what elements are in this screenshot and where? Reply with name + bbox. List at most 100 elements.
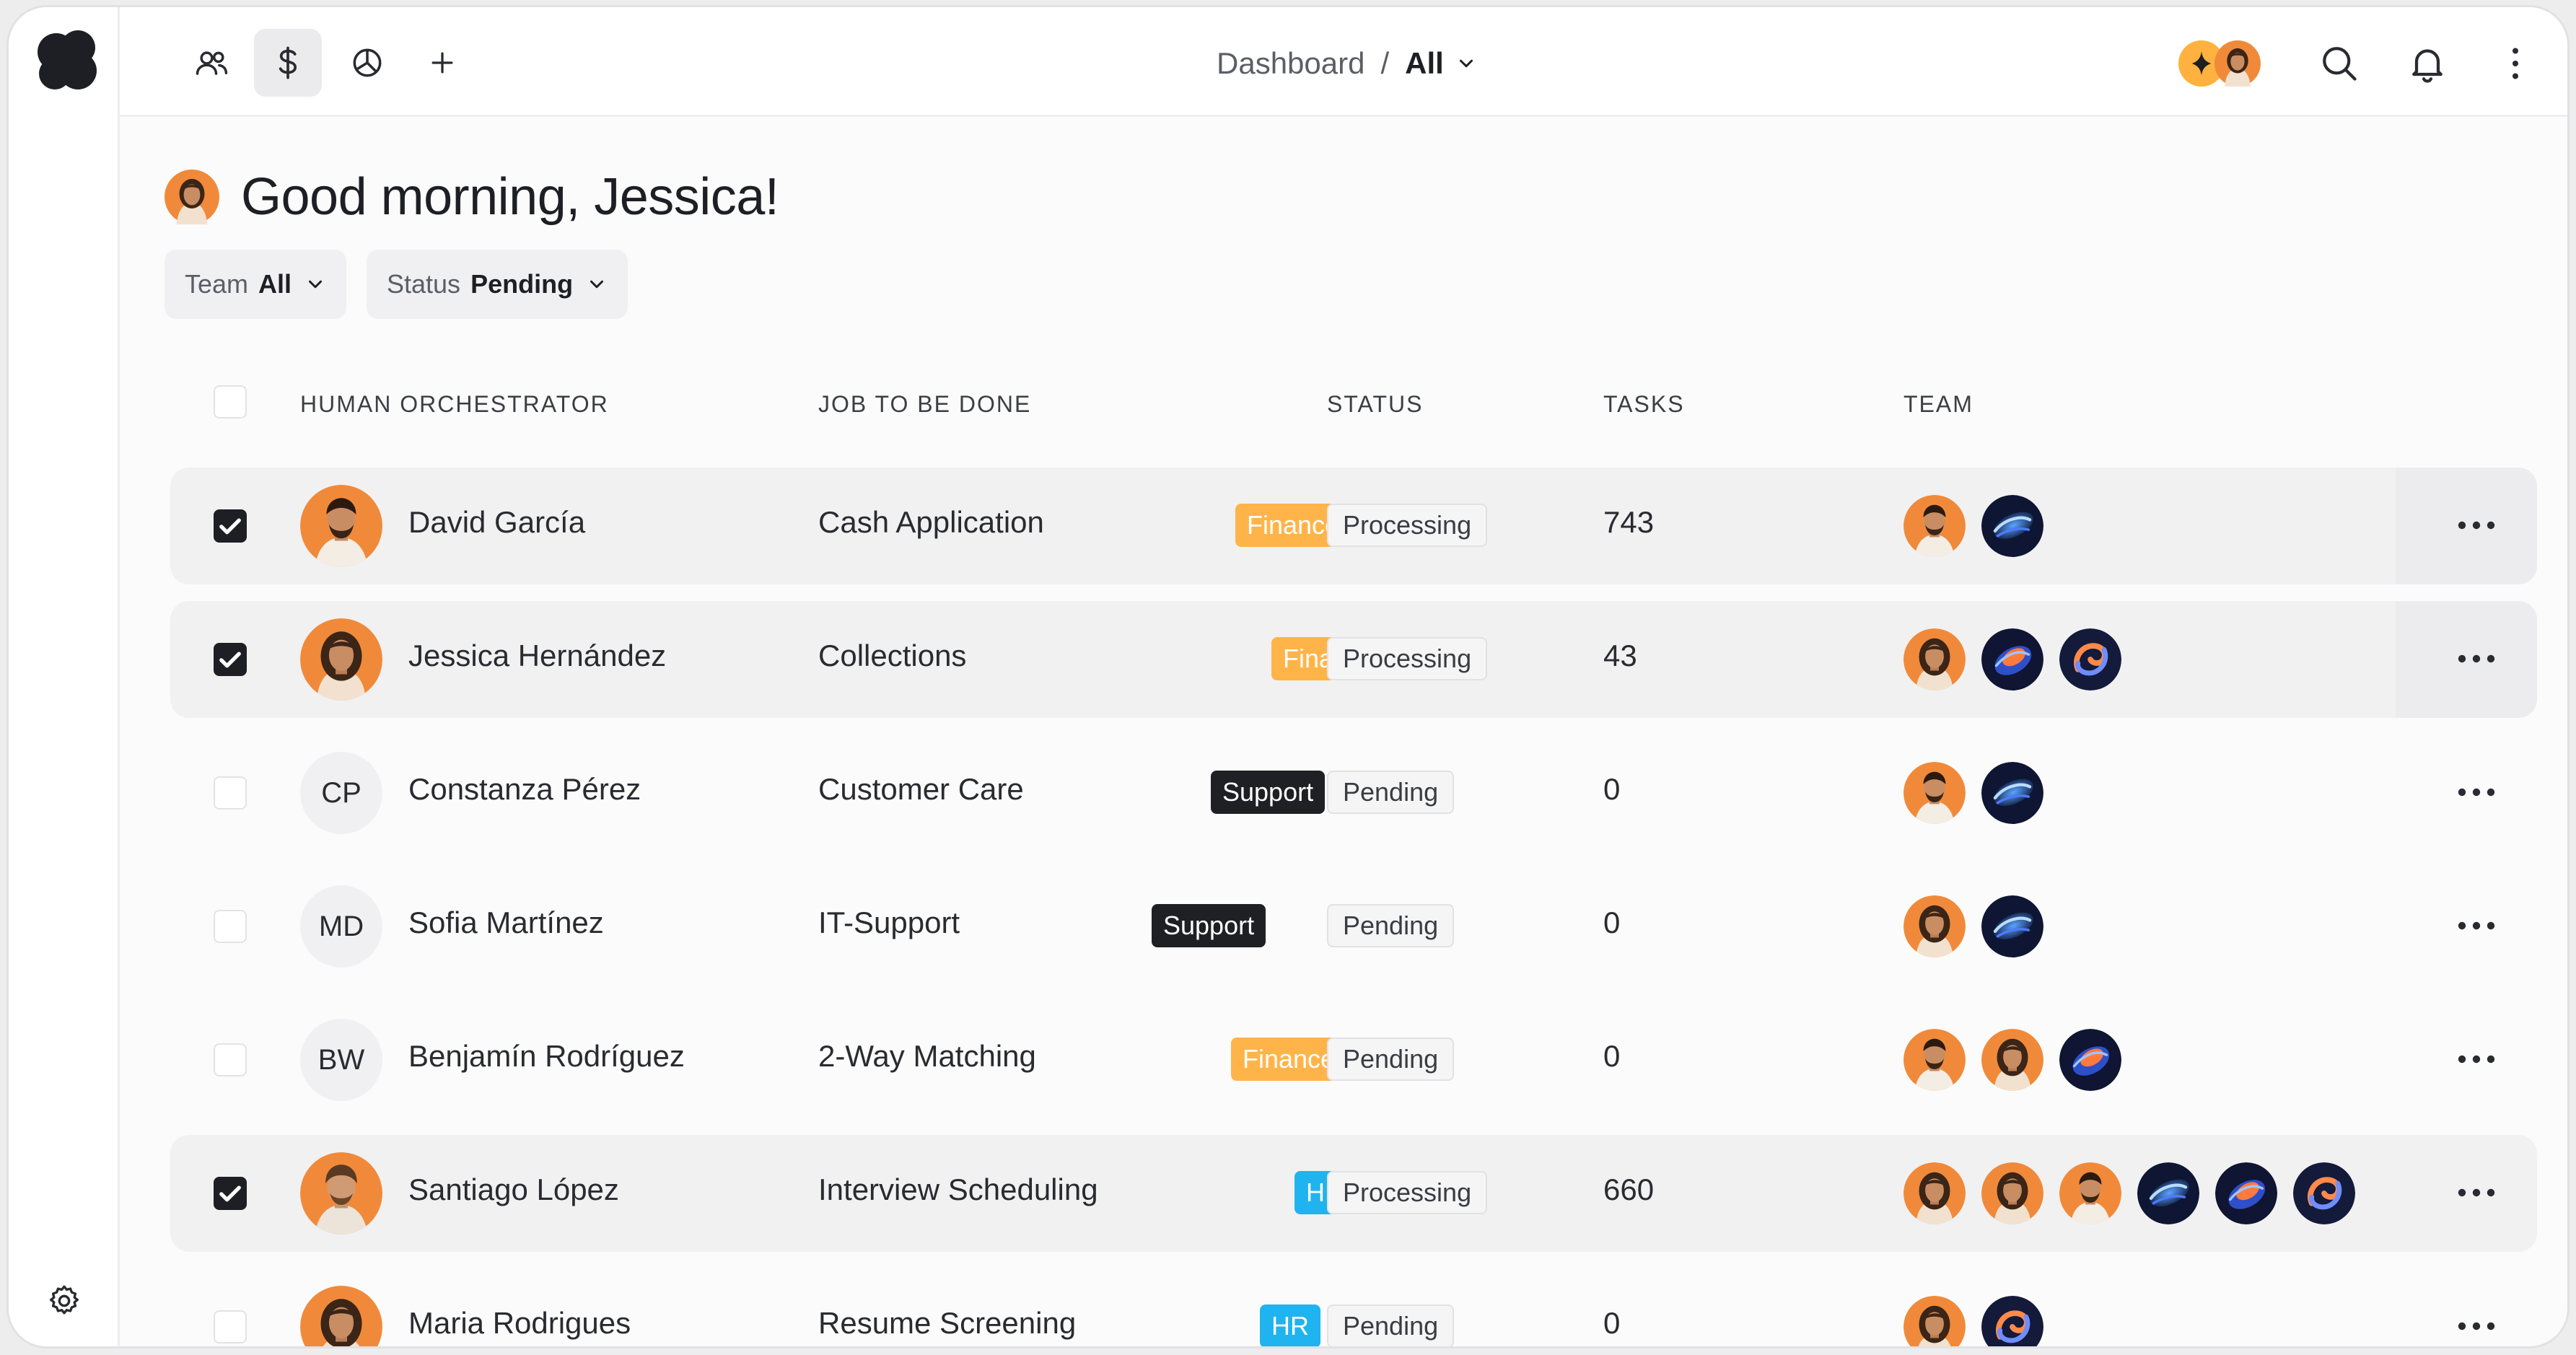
more-options-icon[interactable]: [2455, 1178, 2498, 1207]
pie-chart-icon: [353, 48, 382, 77]
nav-add-button[interactable]: [408, 29, 476, 97]
app-logo-icon[interactable]: [30, 23, 105, 98]
team-avatars: [1903, 895, 2043, 957]
more-options-icon[interactable]: [2455, 511, 2498, 540]
nav-analytics-button[interactable]: [333, 29, 401, 97]
plus-icon: [431, 52, 453, 74]
team-avatars: [1903, 628, 2121, 690]
more-options-icon[interactable]: [2455, 644, 2498, 673]
column-header-tasks[interactable]: TASKS: [1603, 391, 1685, 417]
status-badge: Processing: [1327, 504, 1488, 547]
more-options-icon[interactable]: [2455, 1312, 2498, 1341]
settings-gear-icon[interactable]: [46, 1283, 82, 1319]
chevron-down-icon[interactable]: [1455, 53, 1477, 74]
orchestrator-initials: MD: [300, 885, 382, 968]
team-member-avatar[interactable]: [1903, 1162, 1966, 1224]
orchestrator-name: Sofia Martínez: [408, 905, 604, 939]
orchestrator-avatar: [300, 1152, 382, 1235]
team-member-avatar[interactable]: [1981, 1162, 2043, 1224]
table-row-4[interactable]: MD Sofia Martínez IT-Support Support Pen…: [170, 868, 2537, 985]
task-count: 0: [1603, 1039, 1621, 1073]
team-member-avatar[interactable]: [1903, 495, 1966, 557]
ai-agent-avatar[interactable]: [1981, 895, 2043, 957]
more-options-icon[interactable]: [2455, 1045, 2498, 1074]
chevron-down-icon: [309, 280, 323, 289]
team-member-avatar[interactable]: [1903, 628, 1966, 690]
column-header-status[interactable]: STATUS: [1327, 391, 1424, 417]
task-count: 0: [1603, 1306, 1621, 1340]
team-avatars: [1903, 1029, 2121, 1091]
orchestrator-name: Benjamín Rodríguez: [408, 1039, 685, 1073]
table-row-5[interactable]: BW Benjamín Rodríguez 2-Way Matching Fin…: [170, 1001, 2537, 1118]
team-filter-dropdown[interactable]: Team All: [165, 250, 347, 319]
table-row-1[interactable]: David García Cash Application Finance Pr…: [170, 468, 2537, 584]
ai-agent-avatar[interactable]: [2293, 1162, 2355, 1224]
orchestrator-name: Constanza Pérez: [408, 772, 641, 806]
task-count: 43: [1603, 639, 1637, 672]
job-name: Interview Scheduling: [818, 1172, 1098, 1206]
ai-agent-avatar[interactable]: [1981, 628, 2043, 690]
row-checkbox[interactable]: [214, 643, 247, 676]
job-name: Cash Application: [818, 505, 1044, 539]
job-name: 2-Way Matching: [818, 1039, 1036, 1073]
user-avatar[interactable]: [2214, 40, 2261, 87]
breadcrumb-dashboard-link[interactable]: Dashboard: [1217, 46, 1365, 80]
table-row-2[interactable]: Jessica Hernández Collections Finance Pr…: [170, 601, 2537, 718]
nav-people-button[interactable]: [178, 29, 245, 97]
team-member-avatar[interactable]: [1903, 1296, 1966, 1346]
table-header: HUMAN ORCHESTRATOR JOB TO BE DONE STATUS…: [170, 374, 2524, 431]
app-window: Dashboard / All Good morning, Jessica! T…: [6, 5, 2570, 1349]
ai-agent-avatar[interactable]: [2059, 628, 2121, 690]
team-member-avatar[interactable]: [1903, 762, 1966, 824]
people-icon: [196, 51, 228, 75]
more-options-icon[interactable]: [2455, 911, 2498, 940]
nav-finance-button[interactable]: [254, 29, 322, 97]
team-member-avatar[interactable]: [1981, 1029, 2043, 1091]
table-row-6[interactable]: Santiago López Interview Scheduling HR P…: [170, 1135, 2537, 1252]
ai-agent-avatar[interactable]: [2059, 1029, 2121, 1091]
breadcrumb-current[interactable]: All: [1405, 46, 1444, 80]
status-badge: Pending: [1327, 771, 1455, 814]
team-member-avatar[interactable]: [2059, 1162, 2121, 1224]
sparkle-icon: [2191, 51, 2212, 76]
job-category-tag: HR: [1260, 1304, 1320, 1346]
task-count: 743: [1603, 505, 1655, 539]
breadcrumb: Dashboard / All: [1217, 42, 1477, 85]
ai-agent-avatar[interactable]: [2137, 1162, 2199, 1224]
team-filter-label: Team: [185, 269, 249, 299]
search-icon[interactable]: [2318, 42, 2361, 85]
column-header-team[interactable]: TEAM: [1903, 391, 1973, 417]
job-name: IT-Support: [818, 905, 960, 939]
row-checkbox[interactable]: [214, 1043, 247, 1076]
checkmark-icon: [219, 652, 241, 668]
kebab-menu-icon[interactable]: [2494, 42, 2537, 85]
status-filter-label: Status: [387, 269, 461, 299]
team-member-avatar[interactable]: [1903, 895, 1966, 957]
team-member-avatar[interactable]: [1903, 1029, 1966, 1091]
status-badge: Pending: [1327, 1038, 1455, 1081]
table-row-3[interactable]: CP Constanza Pérez Customer Care Support…: [170, 734, 2537, 851]
chevron-down-icon: [590, 280, 604, 289]
row-checkbox[interactable]: [214, 910, 247, 943]
ai-agent-avatar[interactable]: [2215, 1162, 2277, 1224]
side-rail: [9, 7, 120, 1346]
orchestrator-initials: CP: [300, 752, 382, 834]
bell-icon[interactable]: [2406, 42, 2449, 85]
status-filter-dropdown[interactable]: Status Pending: [367, 250, 628, 319]
column-header-job[interactable]: JOB TO BE DONE: [818, 391, 1032, 417]
row-checkbox[interactable]: [214, 509, 247, 543]
status-badge: Processing: [1327, 1171, 1488, 1214]
row-checkbox[interactable]: [214, 1310, 247, 1343]
table-row-7[interactable]: Maria Rodrigues Resume Screening HR Pend…: [170, 1268, 2537, 1346]
column-header-orchestrator[interactable]: HUMAN ORCHESTRATOR: [300, 391, 609, 417]
more-options-icon[interactable]: [2455, 778, 2498, 807]
select-all-checkbox[interactable]: [214, 385, 247, 418]
row-checkbox[interactable]: [214, 1177, 247, 1210]
row-checkbox[interactable]: [214, 776, 247, 810]
task-count: 0: [1603, 772, 1621, 806]
ai-agent-avatar[interactable]: [1981, 762, 2043, 824]
task-count: 0: [1603, 905, 1621, 939]
ai-agent-avatar[interactable]: [1981, 495, 2043, 557]
ai-agent-avatar[interactable]: [1981, 1296, 2043, 1346]
team-avatars: [1903, 495, 2043, 557]
